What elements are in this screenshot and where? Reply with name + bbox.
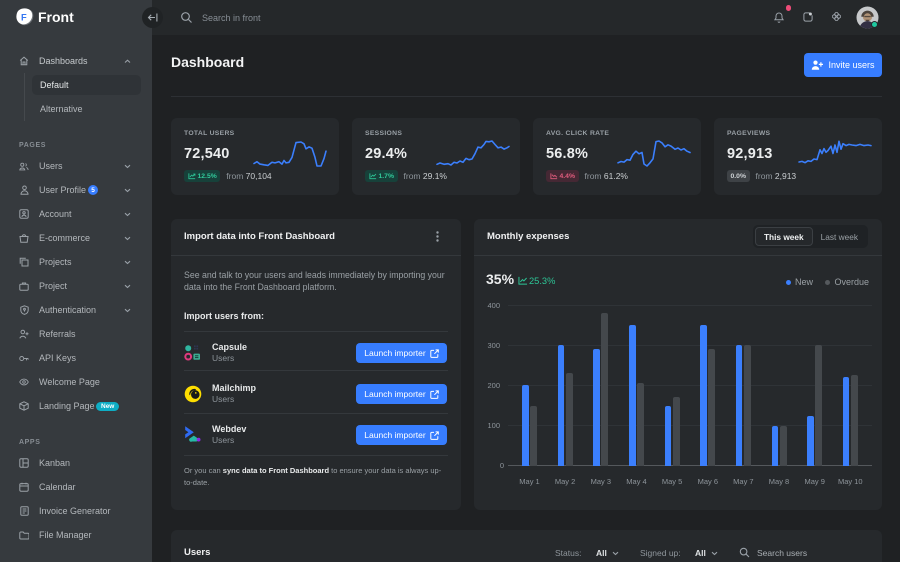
svg-text:F: F [21,13,27,23]
